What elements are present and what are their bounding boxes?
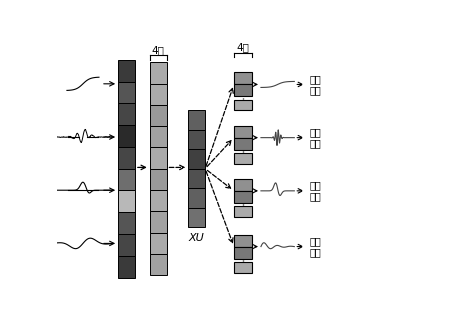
Bar <box>234 235 252 246</box>
Text: 重构: 重构 <box>309 127 321 137</box>
Text: 重构: 重构 <box>309 74 321 84</box>
Bar <box>118 103 135 125</box>
Bar <box>188 130 205 149</box>
Bar <box>188 149 205 169</box>
Bar <box>234 179 252 191</box>
Bar <box>149 211 167 233</box>
Text: 误差: 误差 <box>309 85 321 95</box>
Bar <box>149 190 167 211</box>
Bar <box>118 60 135 82</box>
Bar <box>234 262 252 272</box>
Text: 误差: 误差 <box>309 247 321 257</box>
Bar <box>234 72 252 85</box>
Bar <box>149 62 167 84</box>
Bar <box>234 126 252 138</box>
Bar <box>118 212 135 234</box>
Bar <box>234 191 252 203</box>
Bar <box>149 233 167 254</box>
Bar <box>234 100 252 111</box>
Bar <box>188 169 205 188</box>
Bar <box>149 84 167 105</box>
Text: 误差: 误差 <box>309 138 321 148</box>
Bar <box>118 169 135 190</box>
Bar <box>149 126 167 147</box>
Text: 重构: 重构 <box>309 236 321 246</box>
Bar <box>118 147 135 169</box>
Bar <box>118 82 135 103</box>
Bar <box>234 85 252 96</box>
Text: 4层: 4层 <box>152 45 164 55</box>
Bar <box>234 206 252 217</box>
Text: 4层: 4层 <box>236 42 250 52</box>
Bar <box>118 234 135 256</box>
Bar <box>188 208 205 227</box>
Bar <box>149 254 167 275</box>
Bar <box>149 169 167 190</box>
Bar <box>188 111 205 130</box>
Text: 重构: 重构 <box>309 180 321 190</box>
Text: 误差: 误差 <box>309 191 321 201</box>
Bar <box>118 190 135 212</box>
Text: XU: XU <box>189 233 205 243</box>
Bar <box>234 246 252 259</box>
Bar <box>149 105 167 126</box>
Bar <box>234 138 252 150</box>
Bar <box>149 147 167 169</box>
Bar <box>188 188 205 208</box>
Bar <box>118 256 135 278</box>
Bar <box>118 125 135 147</box>
Bar <box>234 153 252 164</box>
